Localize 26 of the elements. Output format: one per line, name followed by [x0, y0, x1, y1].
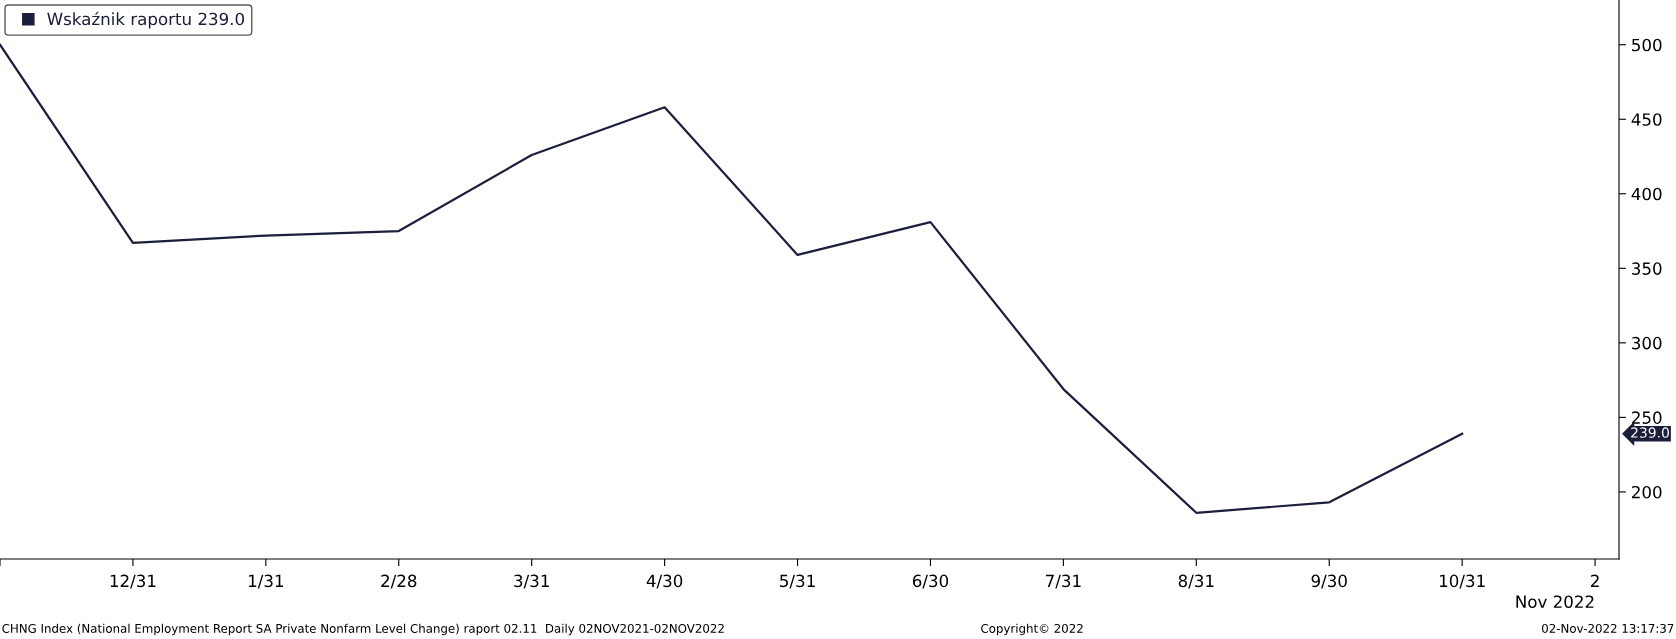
y-tick-label: 400 — [1631, 187, 1662, 201]
y-tick-label: 250 — [1632, 411, 1662, 424]
legend-label: Wskaźnik raportu 239.0 — [47, 11, 244, 29]
y-tick-label: 350 — [1632, 262, 1662, 275]
line-series — [0, 43, 1464, 514]
x-tick-label: 8/31 — [1178, 574, 1214, 589]
text: CHNG Index (National Employment Report SA Private Nonfarm Level Change) raport 02.11 Daily 02NOV2021-02NOV2022 — [2, 623, 724, 636]
text: Copyright© 2022 — [981, 623, 1083, 636]
y-tick-label: 500 — [1632, 38, 1662, 52]
text: 02-Nov-2022 13:17:37 — [1542, 623, 1674, 633]
x-tick-label: 1/31 — [248, 574, 284, 589]
text: 239.0 — [1631, 427, 1669, 438]
x-tick-label: 10/31 — [1439, 574, 1485, 589]
x-tick-label: 4/30 — [646, 574, 683, 589]
x-tick-label: 5/31 — [780, 574, 815, 589]
x-tick-label: 2/28 — [381, 574, 417, 589]
x-tick-label: 12/31 — [110, 574, 156, 589]
x-tick-label: 7/31 — [1046, 574, 1081, 589]
x-tick-label: 6/30 — [912, 574, 949, 589]
y-tick-label: 450 — [1631, 113, 1662, 126]
x-tick-label: 3/31 — [514, 574, 549, 589]
y-tick-label: 300 — [1632, 336, 1662, 350]
x-tick-label: 2 — [1590, 574, 1599, 587]
x-tick-label: 9/30 — [1311, 574, 1347, 589]
text: Nov 2022 — [1516, 595, 1594, 609]
y-tick-label: 200 — [1632, 485, 1662, 499]
